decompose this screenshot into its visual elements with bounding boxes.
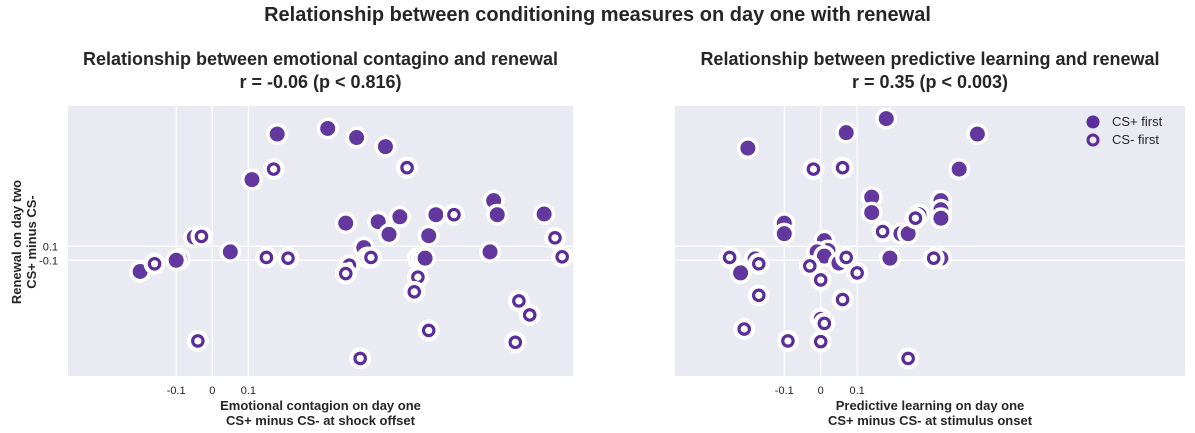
left-cs-minus-first-point [442,203,465,226]
left-cs-minus-first-point [360,246,382,269]
right-cs-minus-first-point [802,158,825,181]
right-cs-plus-first-point [860,186,883,209]
right-cs-plus-first-point [878,247,901,270]
right-cs-minus-first-point [904,207,927,230]
right-chart-title-line1: Relationship between predictive learning… [700,49,1160,69]
left-chart-title-line1: Relationship between emotional contagino… [82,49,559,69]
left-cs-plus-first-point [219,240,242,263]
right-cs-plus-first-point [875,107,898,130]
left-cs-minus-first-point [417,319,440,342]
left-cs-minus-first-point [186,329,209,352]
left-cs-minus-first-point [143,252,166,275]
left-cs-minus-first-point [504,331,527,354]
left-cs-minus-first-point [255,246,278,269]
right-cs-plus-first-point [948,158,971,181]
left-chart-title: Relationship between emotional contagino… [68,48,573,94]
left-cs-plus-first-point [479,240,502,263]
right-cs-minus-first-point [871,220,894,243]
left-cs-plus-first-point [378,223,401,246]
right-cs-minus-first-point [733,318,756,341]
right-x-tick-label: 0 [818,385,824,397]
right-cs-minus-first-point [809,268,832,291]
left-cs-plus-first-point [533,203,556,225]
left-x-axis-label: Emotional contagion on day one CS+ minus… [68,398,573,428]
left-x-axis-label-line2: CS+ minus CS- at shock offset [226,413,415,428]
right-x-axis-label: Predictive learning on day one CS+ minus… [675,398,1185,428]
right-cs-minus-first-point [747,284,770,307]
left-cs-plus-first-point [424,203,447,226]
right-cs-minus-first-point [897,347,920,370]
left-cs-plus-first-point [374,135,397,158]
left-x-tick-label: 0 [209,385,215,397]
right-chart-title-line2: r = 0.35 (p < 0.003) [851,72,1009,92]
left-cs-plus-first-point [316,117,339,140]
left-cs-minus-first-point [518,303,541,326]
right-plot-layer: -0.1 0 0.1 [675,106,1185,397]
right-cs-plus-first-point [736,137,759,160]
y-axis-label-line2: CS+ minus CS- [24,195,39,289]
right-cs-plus-first-point [773,222,796,245]
y-tick-label: 0.1 [43,241,58,253]
left-cs-plus-first-point [417,224,440,247]
right-cs-minus-first-point [831,156,854,179]
right-x-tick-label: -0.1 [775,385,794,397]
left-cs-minus-first-point [190,225,213,248]
left-cs-plus-first-point [334,212,357,235]
right-cs-plus-first-point [729,261,752,284]
legend-label-cs-minus-first: CS- first [1112,132,1159,147]
left-x-axis-label-line1: Emotional contagion on day one [220,398,421,413]
figure-suptitle: Relationship between conditioning measur… [264,4,931,26]
y-tick-label: -0.1 [39,255,58,267]
left-x-tick-label: 0.1 [241,385,256,397]
right-x-tick-label: 0.1 [849,385,864,397]
left-plot-layer: -0.1 0 0.1 -0.1 0.1 [39,106,574,397]
left-cs-minus-first-point [403,280,426,303]
filled-circle-marker-icon [1086,115,1100,129]
right-cs-plus-first-point [929,207,952,230]
right-cs-minus-first-point [809,330,832,353]
left-cs-plus-first-point [486,203,509,226]
right-cs-plus-first-point [860,201,883,224]
left-chart-title-line2: r = -0.06 (p < 0.816) [239,72,402,92]
left-axes-background [68,106,573,376]
right-chart-title: Relationship between predictive learning… [675,48,1185,94]
left-cs-plus-first-point [266,123,289,146]
legend-label-cs-plus-first: CS+ first [1112,114,1163,129]
right-cs-plus-first-point [835,121,858,144]
right-cs-minus-first-point [846,261,869,284]
left-cs-plus-first-point [345,126,368,149]
right-x-axis-label-line1: Predictive learning on day one [835,398,1025,413]
left-cs-minus-first-point [551,245,574,268]
right-cs-minus-first-point [776,329,799,352]
right-cs-minus-first-point [922,247,945,270]
left-cs-plus-first-point [414,247,437,270]
left-cs-minus-first-point [543,226,566,249]
left-cs-minus-first-point [334,262,357,285]
left-cs-plus-first-point [240,168,263,191]
left-cs-plus-first-point [165,249,188,272]
left-cs-minus-first-point [262,158,285,181]
y-axis-label-line1: Renewal on day two [9,179,24,305]
legend: CS+ first CS- first [1074,110,1178,152]
left-cs-plus-first-point [388,205,411,228]
right-cs-minus-first-point [747,252,770,275]
right-cs-minus-first-point [718,246,741,269]
right-cs-minus-first-point [835,246,858,269]
left-cs-minus-first-point [349,347,372,370]
right-cs-minus-first-point [813,312,836,335]
right-cs-plus-first-point [966,123,989,146]
left-cs-minus-first-point [277,247,300,270]
y-axis-label: Renewal on day two CS+ minus CS- [4,177,44,307]
open-circle-marker-icon [1086,133,1100,147]
left-cs-minus-first-point [396,156,419,179]
right-x-axis-label-line2: CS+ minus CS- at stimulus onset [827,413,1033,428]
right-cs-minus-first-point [831,288,854,311]
left-x-tick-label: -0.1 [167,385,186,397]
